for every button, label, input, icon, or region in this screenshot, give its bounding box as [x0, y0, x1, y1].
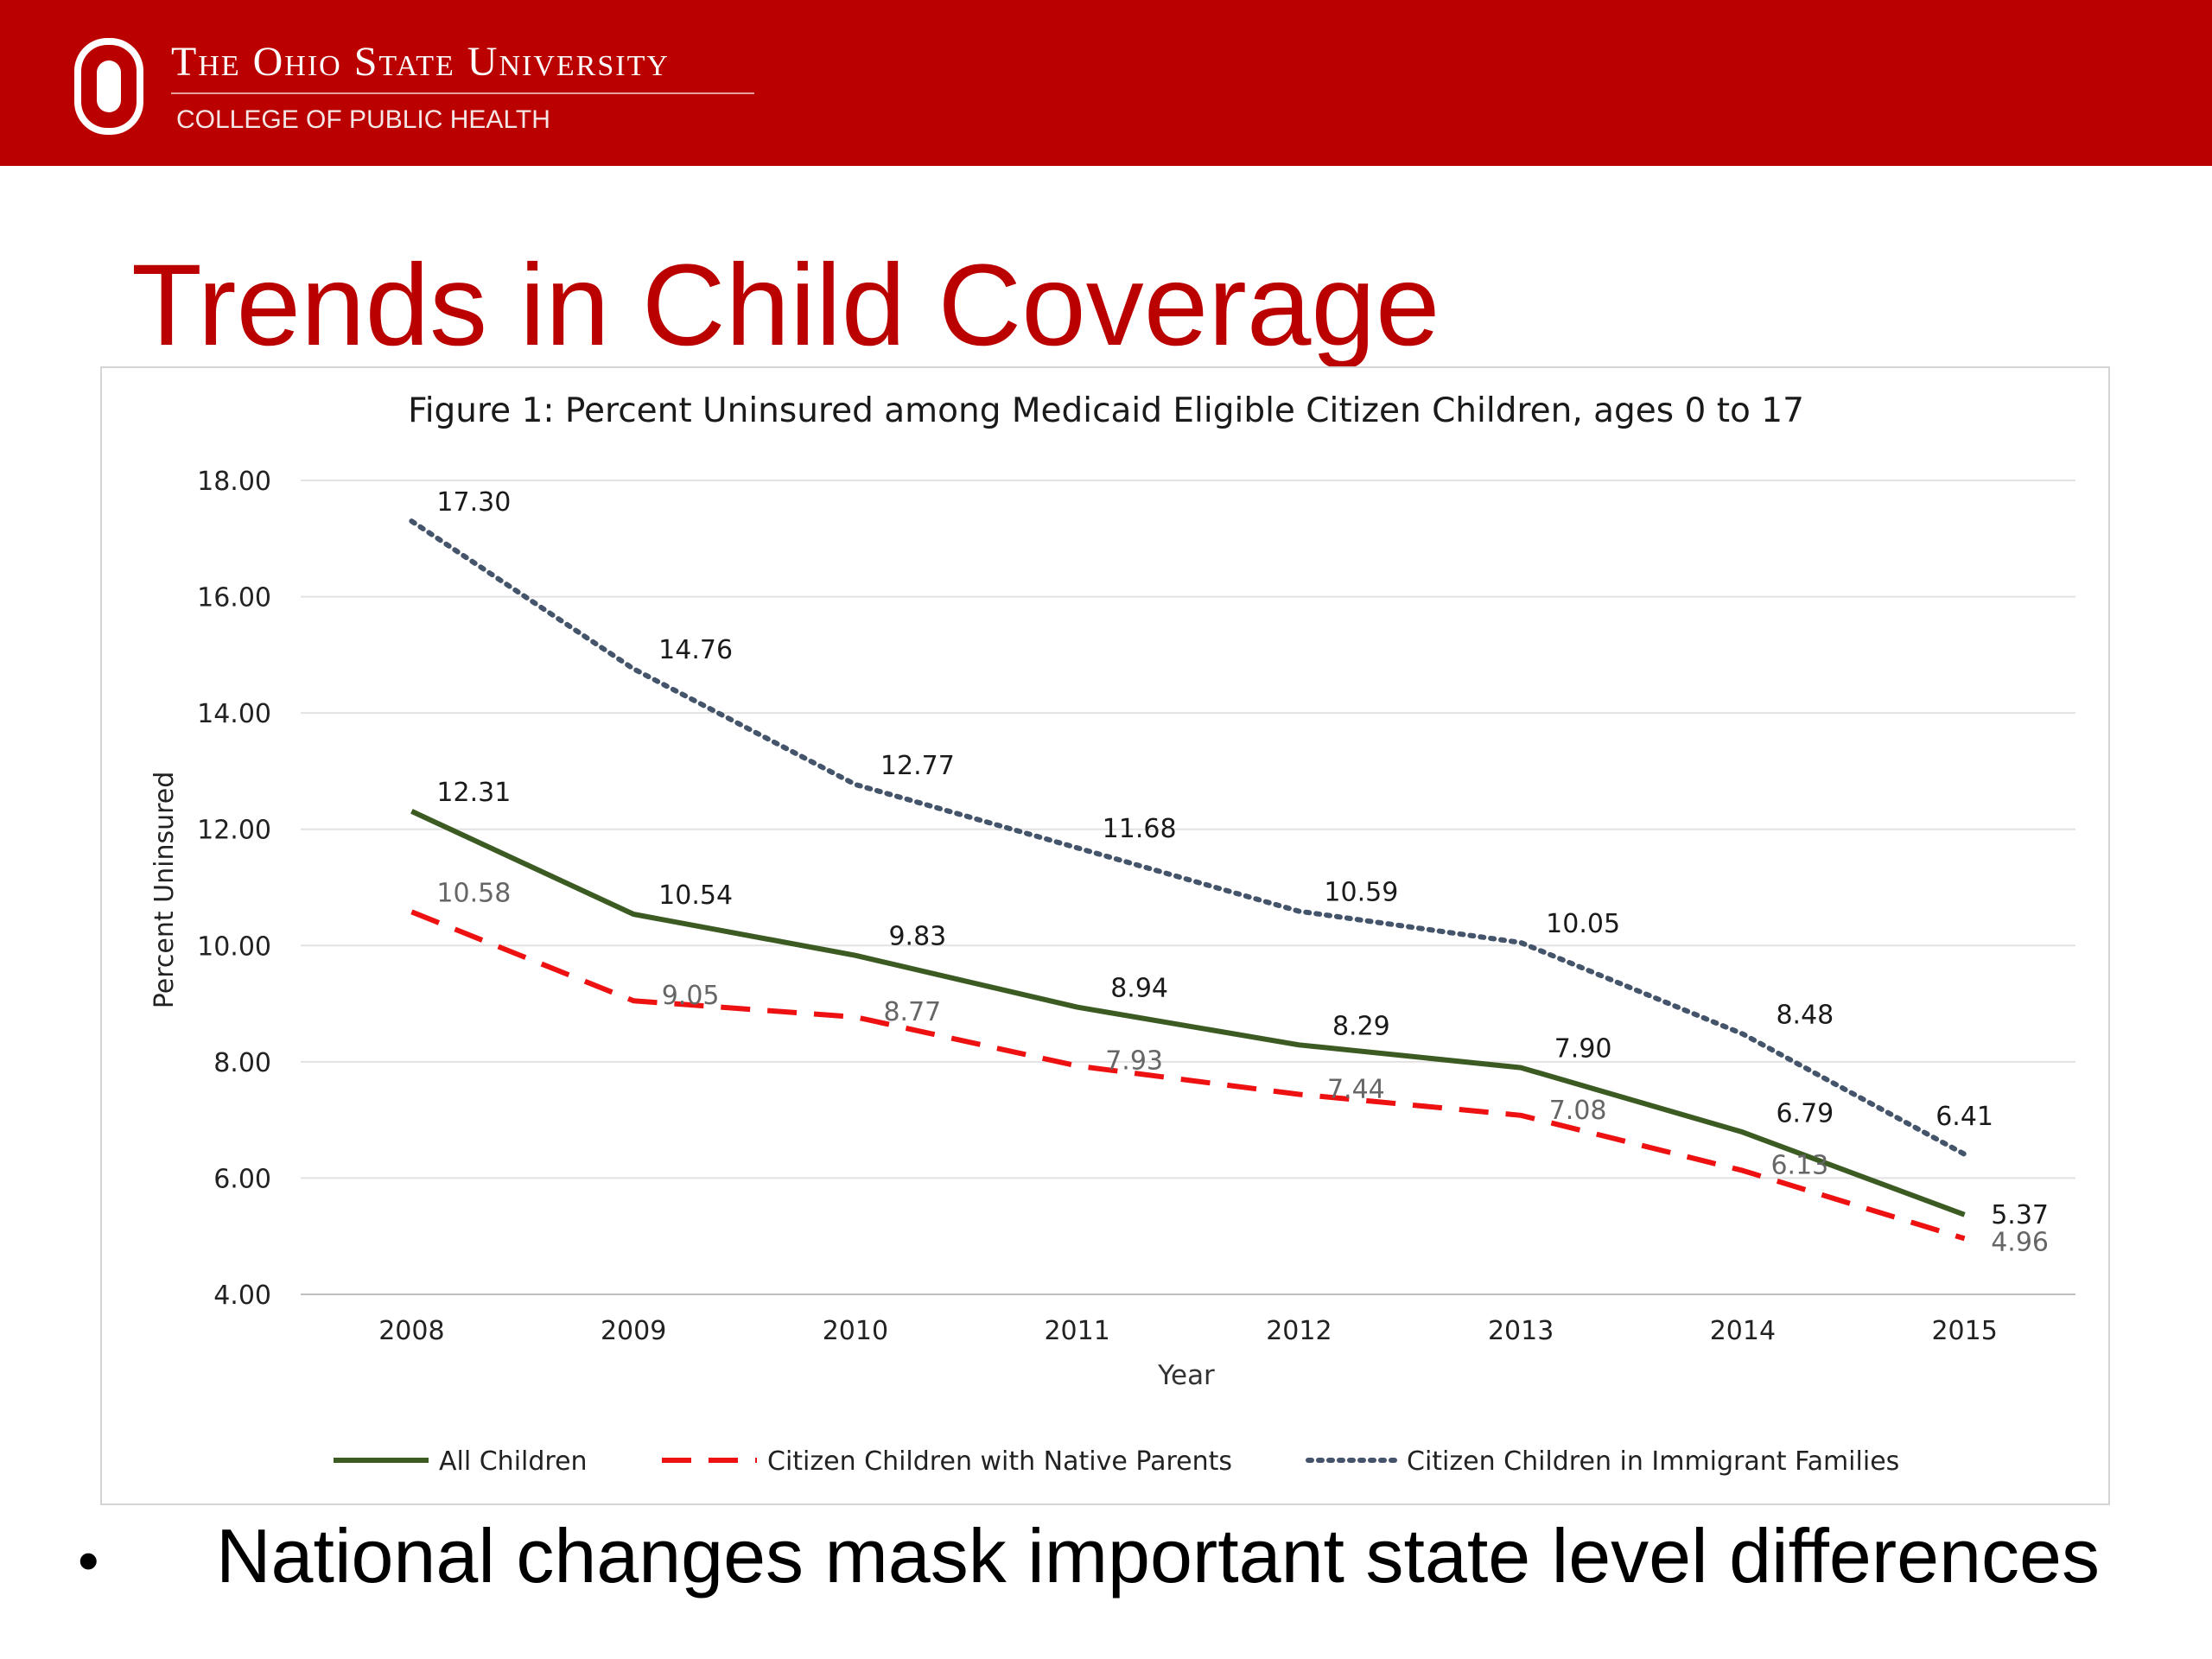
data-label: 6.13: [1770, 1151, 1828, 1181]
data-label: 12.31: [436, 778, 511, 808]
x-tick-label: 2008: [378, 1316, 444, 1346]
data-label: 10.54: [658, 880, 733, 911]
y-tick-label: 4.00: [213, 1281, 271, 1311]
data-label: 11.68: [1103, 814, 1177, 844]
data-label: 7.93: [1105, 1046, 1163, 1077]
y-tick-label: 12.00: [197, 816, 271, 846]
header-divider: [171, 92, 754, 94]
data-label: 5.37: [1991, 1200, 2049, 1230]
x-tick-label: 2009: [601, 1316, 666, 1346]
data-label: 14.76: [658, 635, 733, 665]
bullet-text: National changes mask important state le…: [216, 1513, 2100, 1599]
legend-label: Citizen Children in Immigrant Families: [1407, 1446, 1899, 1477]
data-label: 8.94: [1110, 974, 1168, 1004]
data-label: 12.77: [880, 751, 955, 781]
data-label: 10.05: [1546, 909, 1620, 939]
data-label: 9.05: [662, 981, 720, 1011]
college-name: COLLEGE OF PUBLIC HEALTH: [176, 105, 550, 134]
series-lines: [409, 518, 1967, 1242]
chart-title: Figure 1: Percent Uninsured among Medica…: [408, 391, 1804, 430]
data-label: 7.44: [1327, 1075, 1385, 1105]
y-tick-label: 14.00: [197, 699, 271, 729]
x-tick-label: 2011: [1044, 1316, 1109, 1346]
data-label: 17.30: [436, 487, 511, 518]
legend: All Children Citizen Children with Native…: [334, 1446, 1899, 1477]
y-axis-title: Percent Uninsured: [149, 772, 180, 1009]
data-label: 10.58: [436, 878, 511, 908]
series-line: [410, 809, 1966, 1217]
series-line: [410, 909, 1966, 1242]
y-tick-label: 16.00: [197, 583, 271, 613]
data-labels: 12.31 10.54 9.83 8.94 8.29 7.90 6.79 5.37 10.58 9…: [436, 487, 2049, 1257]
legend-label: All Children: [439, 1446, 588, 1477]
x-tick-label: 2015: [1931, 1316, 1997, 1346]
university-name: The Ohio State University: [171, 39, 670, 85]
data-label: 8.48: [1776, 1001, 1834, 1031]
x-tick-label: 2010: [823, 1316, 888, 1346]
y-tick-label: 18.00: [197, 467, 271, 497]
data-label: 8.77: [883, 997, 941, 1027]
y-tick-label: 8.00: [213, 1048, 271, 1078]
chart-frame: Figure 1: Percent Uninsured among Medica…: [100, 366, 2110, 1505]
data-label: 10.59: [1324, 878, 1398, 908]
data-label: 7.08: [1549, 1096, 1607, 1126]
series-line: [409, 518, 1967, 1157]
data-label: 8.29: [1332, 1011, 1390, 1041]
legend-label: Citizen Children with Native Parents: [767, 1446, 1232, 1477]
x-axis-ticks: 2008 2009 2010 2011 2012 2013 2014 2015: [378, 1316, 1998, 1346]
x-tick-label: 2014: [1710, 1316, 1776, 1346]
data-label: 7.90: [1554, 1034, 1612, 1065]
line-chart: Figure 1: Percent Uninsured among Medica…: [149, 391, 2075, 1477]
y-tick-label: 10.00: [197, 931, 271, 962]
x-axis-title: Year: [1157, 1360, 1215, 1391]
data-label: 4.96: [1991, 1227, 2049, 1257]
x-tick-label: 2013: [1488, 1316, 1554, 1346]
slide-title: Trends in Child Coverage: [131, 241, 1440, 370]
block-o-logo: [74, 38, 143, 135]
y-axis-ticks: 4.00 6.00 8.00 10.00 12.00 14.00 16.00 18.00: [197, 467, 271, 1311]
bullet-marker: •: [78, 1527, 99, 1594]
header-banner: The Ohio State University COLLEGE OF PUB…: [0, 0, 2212, 166]
x-tick-label: 2012: [1266, 1316, 1332, 1346]
data-label: 6.41: [1936, 1102, 1993, 1132]
data-label: 6.79: [1776, 1098, 1834, 1128]
y-tick-label: 6.00: [213, 1164, 271, 1194]
data-label: 9.83: [888, 922, 946, 952]
gridlines: [301, 480, 2075, 1295]
